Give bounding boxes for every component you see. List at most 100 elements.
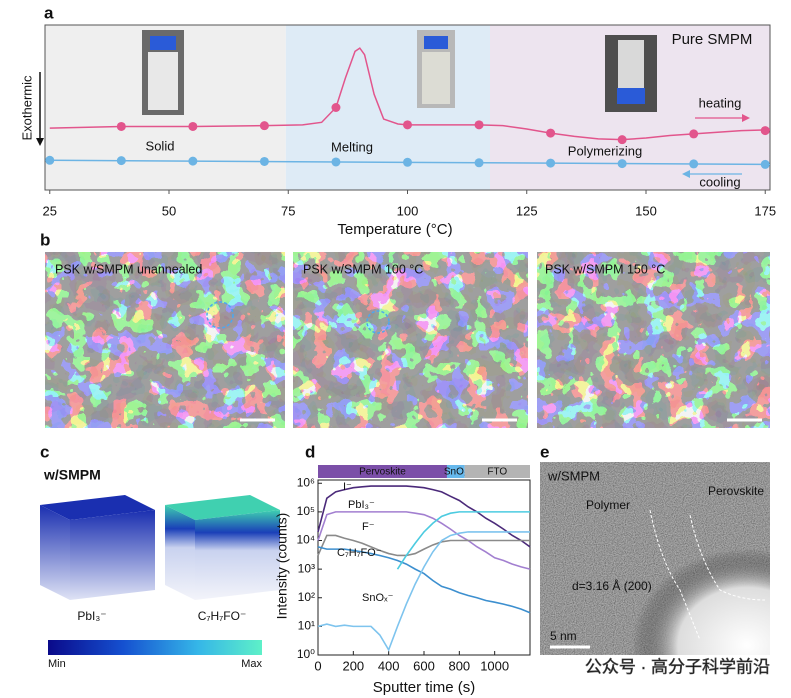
layer-label: FTO: [487, 467, 507, 478]
image-label: Polymer: [586, 498, 630, 512]
x-tick-label: 175: [754, 203, 776, 218]
panel-label: a: [44, 3, 54, 22]
image-label: Perovskite: [708, 484, 764, 498]
marker: [116, 121, 126, 131]
region: [285, 25, 491, 190]
colorbar-label: Max: [241, 658, 262, 670]
marker: [689, 129, 699, 139]
x-tick-label: 125: [516, 203, 538, 218]
marker: [474, 120, 484, 130]
layer-bar: [318, 465, 447, 478]
cube-side: [165, 505, 195, 600]
cube-front: [195, 510, 280, 600]
arrows: [36, 72, 750, 178]
colorbar-label: Min: [48, 658, 66, 670]
series-line: [317, 534, 530, 557]
marker: [689, 159, 699, 169]
series-line: [317, 531, 530, 652]
panel-label: e: [540, 442, 549, 461]
x-tick-label: 600: [413, 658, 435, 673]
image-label: PSK w/SMPM unannealed: [55, 262, 202, 276]
layer-label: SnO₂: [444, 467, 468, 478]
x-tick-label: 200: [342, 658, 364, 673]
annotation: Pure SMPM: [672, 31, 753, 48]
marker: [45, 155, 55, 165]
series-label: C₇H₇FO⁻: [337, 547, 382, 559]
marker: [403, 120, 412, 130]
y-tick-label: 10⁶: [297, 475, 315, 489]
marker: [259, 156, 269, 166]
cube-label: PbI₃⁻: [77, 609, 106, 623]
watermark: 公众号 · 高分子科学前沿: [585, 657, 770, 676]
series-label: PbI₃⁻: [348, 499, 375, 511]
series-label: F⁻: [362, 521, 375, 533]
sem-image: [45, 252, 285, 428]
layer-bar: [464, 465, 530, 478]
panel-e: [540, 462, 770, 655]
x-tick-label: 75: [281, 203, 295, 218]
x-tick-label: 25: [43, 203, 57, 218]
y-tick-label: 10³: [298, 561, 315, 575]
series-label: SnOₓ⁻: [362, 592, 394, 604]
y-axis-title: Intensity (counts): [274, 513, 290, 620]
panel-label: b: [40, 230, 50, 249]
y-tick-label: 10²: [298, 590, 315, 604]
marker: [331, 157, 341, 167]
marker: [760, 126, 770, 136]
cube-label: C₇H₇FO⁻: [198, 609, 247, 623]
series-line: [317, 485, 531, 548]
marker: [188, 156, 198, 166]
marker: [331, 103, 341, 112]
y-tick-label: 10¹: [298, 619, 315, 633]
x-tick-label: 0: [314, 658, 321, 673]
panel-c: [40, 495, 280, 655]
marker: [474, 158, 484, 168]
cube-top: [165, 495, 280, 520]
image-title: w/SMPM: [547, 468, 600, 483]
marker: [188, 121, 198, 131]
boundary: [649, 509, 701, 641]
series-line: [396, 511, 530, 570]
x-axis-title: Temperature (°C): [337, 221, 452, 238]
series-label: I⁻: [343, 481, 352, 493]
y-tick-label: 10⁰: [297, 647, 315, 661]
colorbar: [48, 640, 262, 655]
highlight: [366, 310, 390, 334]
scale-label: 5 nm: [550, 629, 577, 643]
highlight: [206, 301, 234, 329]
series-line: [49, 47, 771, 141]
x-tick-label: 100: [397, 203, 419, 218]
marker: [403, 157, 412, 167]
sem-image: [537, 252, 770, 428]
series-label: heating: [699, 95, 742, 110]
x-tick-label: 400: [378, 658, 400, 673]
marker: [760, 159, 770, 169]
cube-front: [70, 510, 155, 600]
sem-image: [293, 252, 528, 428]
image-label: d=3.16 Å (200): [572, 578, 652, 593]
panel-b: [45, 252, 770, 428]
panel-label: c: [40, 442, 49, 461]
cube-top: [40, 495, 155, 520]
cube-side: [40, 505, 70, 600]
layer-label: Pervoskite: [359, 467, 406, 478]
series-line: [317, 546, 531, 614]
panel-label: d: [305, 442, 315, 461]
image-title: w/SMPM: [43, 467, 101, 483]
region-label: Melting: [331, 139, 373, 154]
marker: [617, 159, 627, 169]
y-tick-label: 10⁴: [296, 533, 315, 547]
marker: [546, 158, 556, 168]
marker: [617, 135, 627, 145]
marker: [546, 128, 556, 138]
layer-bar: [446, 465, 465, 478]
x-tick-label: 1000: [480, 658, 509, 673]
image-label: PSK w/SMPM 100 °C: [303, 262, 423, 276]
y-tick-label: 10⁵: [297, 504, 315, 518]
region-label: Solid: [146, 138, 175, 153]
x-axis-title: Sputter time (s): [373, 679, 476, 696]
boundary: [689, 514, 766, 601]
x-tick-label: 50: [162, 203, 176, 218]
region-label: Polymerizing: [568, 143, 642, 158]
